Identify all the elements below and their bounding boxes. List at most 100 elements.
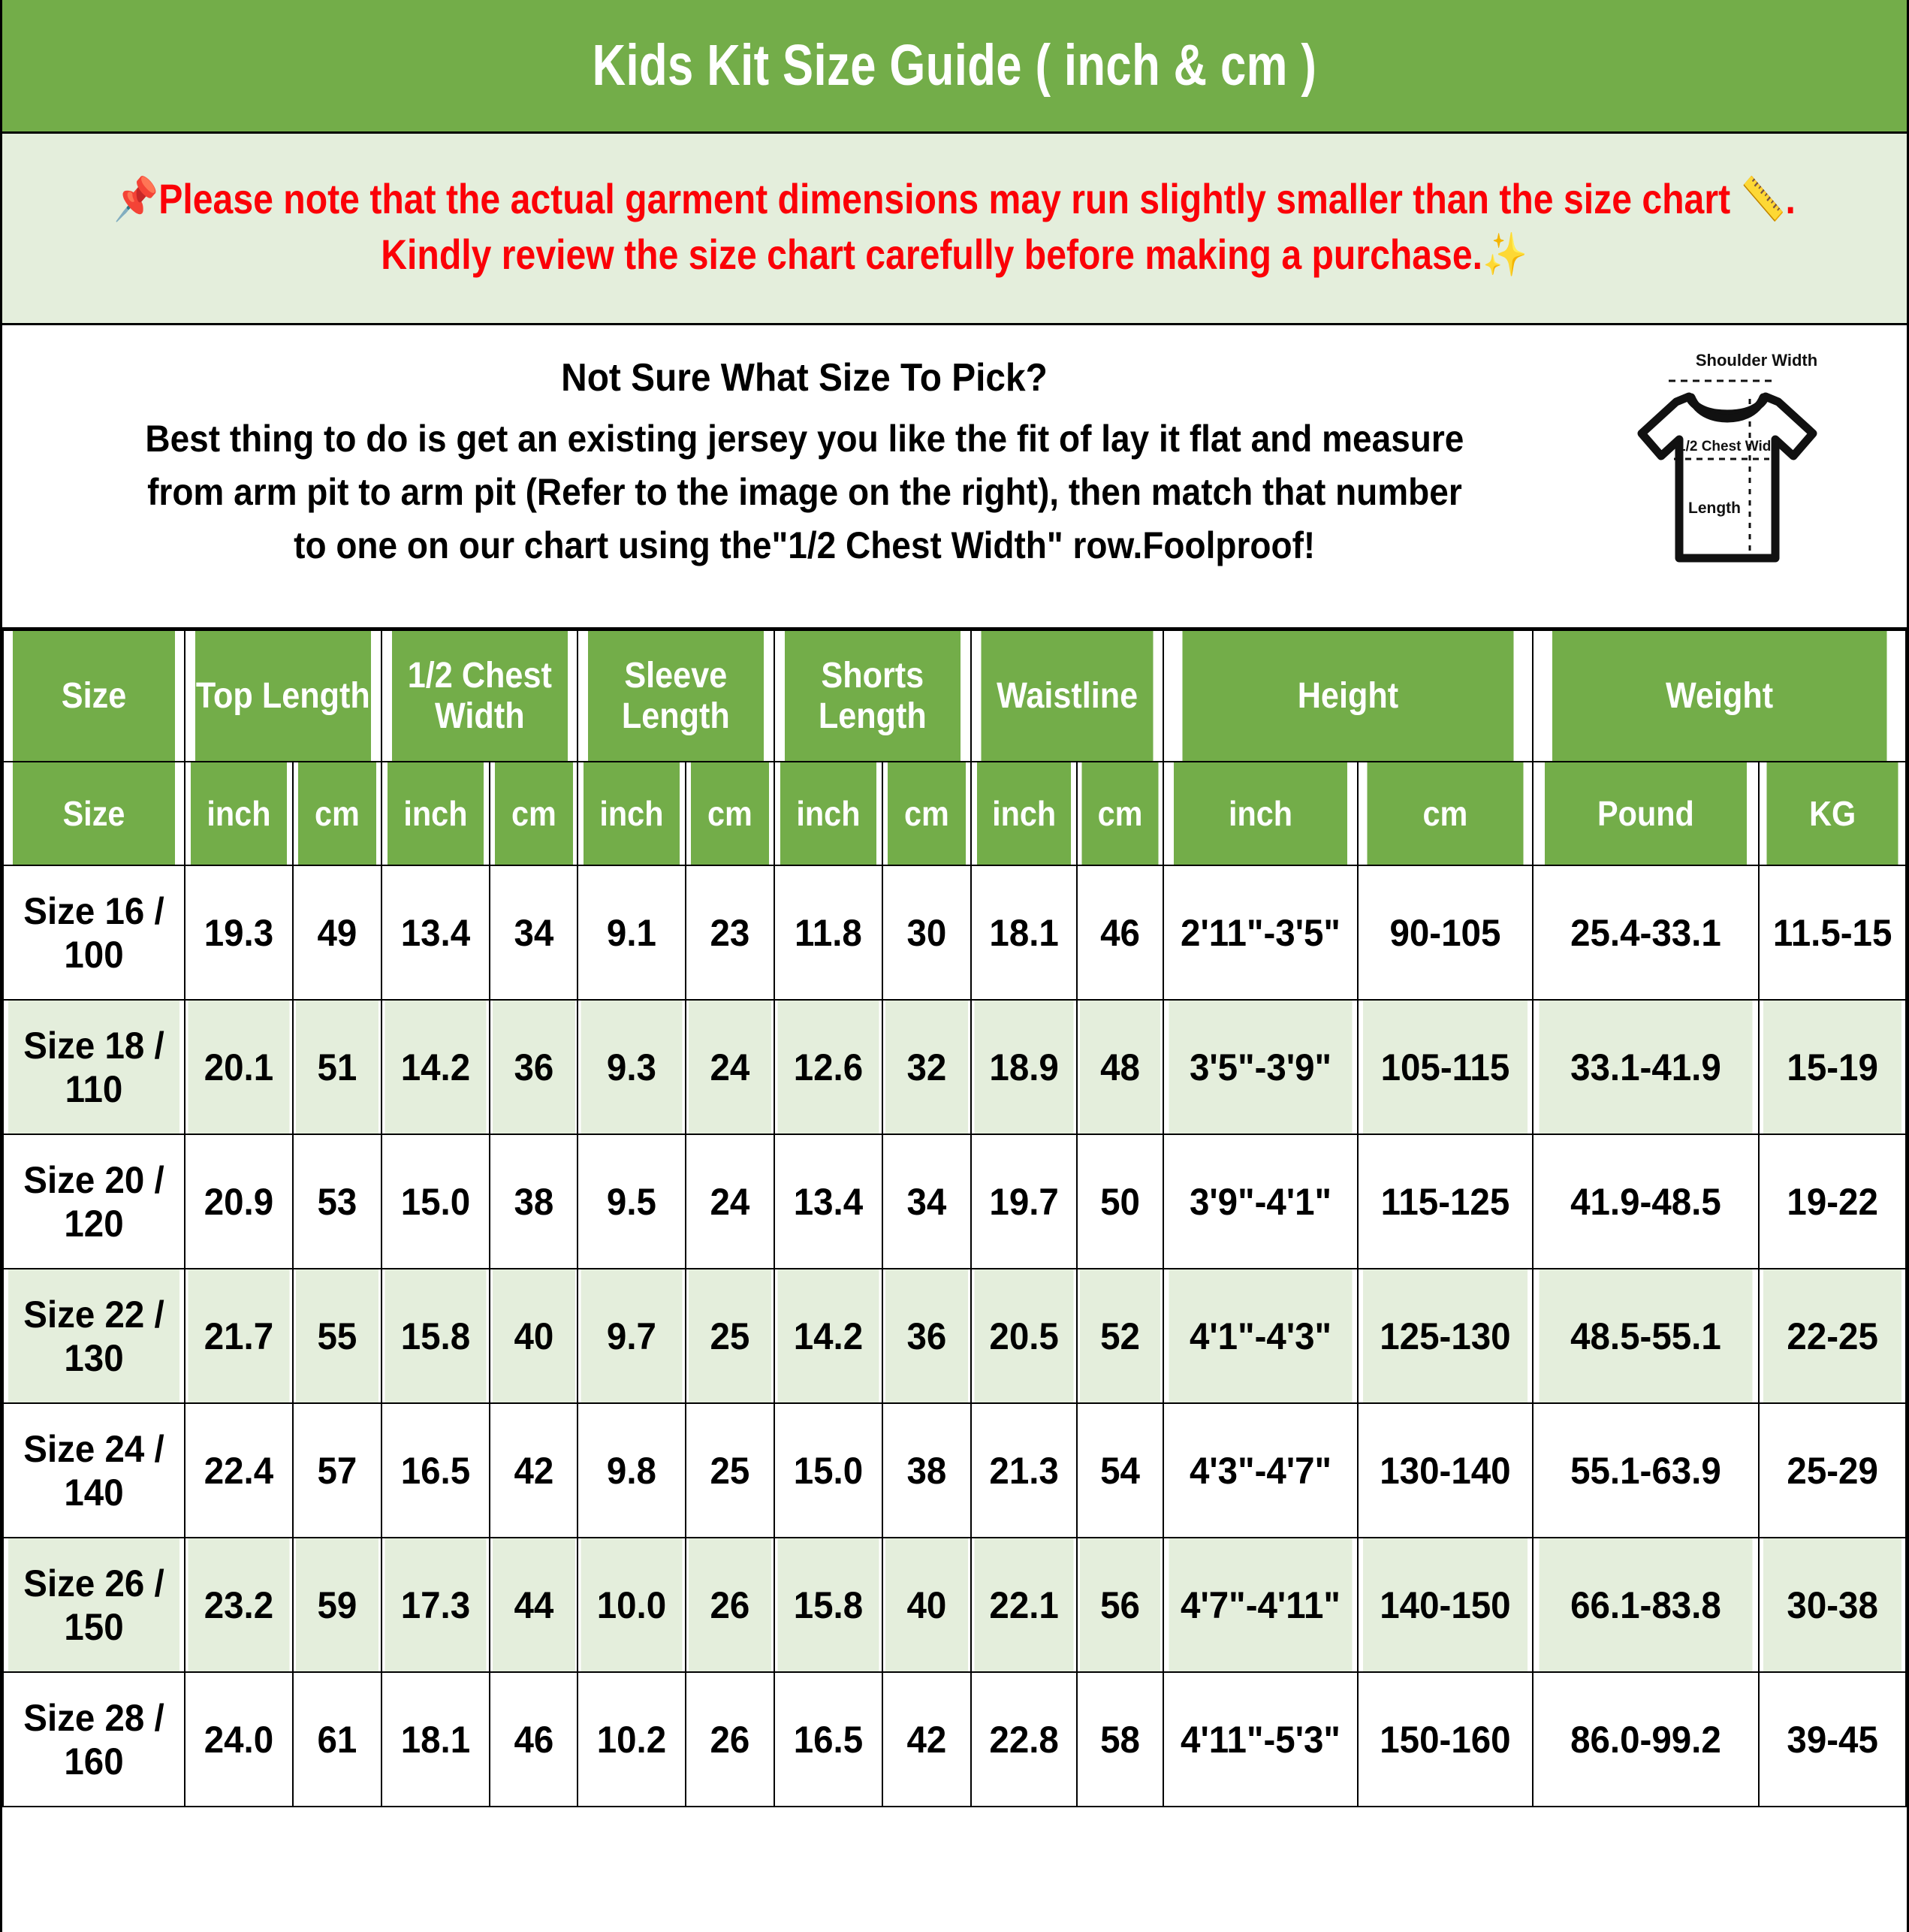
- cell-shorts-inch: 15.8: [776, 1537, 881, 1673]
- cell-waist-cm: 52: [1078, 1268, 1163, 1404]
- cell-height-cm: 105-115: [1361, 999, 1529, 1135]
- cell-chest-inch: 15.0: [383, 1134, 487, 1269]
- unit-height-cm: cm: [1365, 761, 1525, 866]
- cell-weight-kg: 11.5-15: [1761, 865, 1904, 1001]
- cell-weight-pound: 86.0-99.2: [1537, 1671, 1754, 1807]
- cell-chest-cm: 36: [490, 999, 577, 1135]
- cell-top-length-cm: 59: [294, 1537, 380, 1673]
- tshirt-icon: Shoulder Width 1/2 Chest Width Length: [1637, 351, 1817, 563]
- cell-weight-kg: 19-22: [1761, 1134, 1904, 1269]
- header-weight: Weight: [1550, 629, 1889, 762]
- cell-waist-inch: 18.9: [973, 999, 1075, 1135]
- table-row: Size 20 / 120 20.9 53 15.0 38 9.5 24 13.…: [3, 1134, 1906, 1269]
- cell-sleeve-inch: 9.7: [579, 1268, 684, 1404]
- cell-weight-pound: 41.9-48.5: [1537, 1134, 1754, 1269]
- cell-sleeve-inch: 9.1: [579, 865, 684, 1001]
- cell-sleeve-inch: 9.5: [579, 1134, 684, 1269]
- header-waistline: Waistline: [979, 629, 1155, 762]
- cell-top-length-cm: 57: [294, 1402, 380, 1538]
- cell-height-inch: 4'11"-5'3": [1167, 1671, 1354, 1807]
- cell-shorts-cm: 42: [883, 1671, 970, 1807]
- notice-banner: 📌Please note that the actual garment dim…: [2, 134, 1907, 325]
- cell-waist-inch: 19.7: [973, 1134, 1075, 1269]
- unit-sleeve-inch: inch: [582, 761, 681, 866]
- cell-height-inch: 3'5"-3'9": [1167, 999, 1354, 1135]
- cell-weight-kg: 15-19: [1761, 999, 1904, 1135]
- cell-sleeve-inch: 10.0: [579, 1537, 684, 1673]
- cell-height-cm: 130-140: [1361, 1402, 1529, 1538]
- cell-size: Size 28 / 160: [7, 1671, 181, 1807]
- unit-waist-inch: inch: [975, 761, 1072, 866]
- cell-chest-inch: 16.5: [383, 1402, 487, 1538]
- cell-chest-cm: 42: [490, 1402, 577, 1538]
- cell-top-length-inch: 21.7: [186, 1268, 291, 1404]
- instructions-line-1: Best thing to do is get an existing jers…: [144, 418, 1464, 460]
- cell-waist-inch: 18.1: [973, 865, 1075, 1001]
- cell-height-inch: 4'7"-4'11": [1167, 1537, 1354, 1673]
- unit-waist-cm: cm: [1080, 761, 1160, 866]
- table-row: Size 18 / 110 20.1 51 14.2 36 9.3 24 12.…: [3, 999, 1906, 1135]
- cell-sleeve-inch: 9.3: [579, 999, 684, 1135]
- size-table-wrapper: Size Top Length 1/2 Chest Width Sleeve L…: [2, 629, 1907, 1932]
- cell-height-cm: 115-125: [1361, 1134, 1529, 1269]
- cell-height-inch: 4'1"-4'3": [1167, 1268, 1354, 1404]
- header-size: Size: [11, 629, 176, 762]
- cell-shorts-inch: 14.2: [776, 1268, 881, 1404]
- length-label: Length: [1688, 500, 1741, 517]
- unit-shorts-cm: cm: [885, 761, 967, 866]
- cell-sleeve-inch: 10.2: [579, 1671, 684, 1807]
- cell-top-length-cm: 55: [294, 1268, 380, 1404]
- table-unit-header-row: Size inch cm inch cm inch cm inch cm inc…: [3, 761, 1906, 866]
- instructions-line-2: from arm pit to arm pit (Refer to the im…: [146, 471, 1462, 513]
- cell-top-length-inch: 20.9: [186, 1134, 291, 1269]
- cell-chest-inch: 14.2: [383, 999, 487, 1135]
- cell-shorts-cm: 40: [883, 1537, 970, 1673]
- cell-top-length-cm: 51: [294, 999, 380, 1135]
- cell-weight-pound: 33.1-41.9: [1537, 999, 1754, 1135]
- cell-sleeve-inch: 9.8: [579, 1402, 684, 1538]
- cell-waist-cm: 54: [1078, 1402, 1163, 1538]
- cell-waist-inch: 22.8: [973, 1671, 1075, 1807]
- cell-top-length-inch: 22.4: [186, 1402, 291, 1538]
- cell-weight-pound: 48.5-55.1: [1537, 1268, 1754, 1404]
- header-height: Height: [1181, 629, 1515, 762]
- cell-chest-cm: 34: [490, 865, 577, 1001]
- cell-shorts-cm: 30: [883, 865, 970, 1001]
- cell-size: Size 16 / 100: [7, 865, 181, 1001]
- cell-weight-kg: 25-29: [1761, 1402, 1904, 1538]
- header-half-chest-width: 1/2 Chest Width: [390, 629, 569, 762]
- cell-shorts-inch: 15.0: [776, 1402, 881, 1538]
- cell-height-inch: 4'3"-4'7": [1167, 1402, 1354, 1538]
- cell-shorts-cm: 36: [883, 1268, 970, 1404]
- cell-shorts-cm: 38: [883, 1402, 970, 1538]
- unit-top-length-cm: cm: [296, 761, 378, 866]
- cell-shorts-inch: 13.4: [776, 1134, 881, 1269]
- cell-sleeve-cm: 23: [687, 865, 773, 1001]
- cell-shorts-inch: 12.6: [776, 999, 881, 1135]
- cell-waist-cm: 46: [1078, 865, 1163, 1001]
- header-sleeve-length: Sleeve Length: [587, 629, 765, 762]
- cell-weight-kg: 22-25: [1761, 1268, 1904, 1404]
- unit-weight-pound: Pound: [1543, 761, 1748, 866]
- cell-weight-pound: 25.4-33.1: [1537, 865, 1754, 1001]
- instructions-line-3: to one on our chart using the"1/2 Chest …: [293, 524, 1316, 566]
- shoulder-width-label: Shoulder Width: [1696, 351, 1817, 370]
- cell-top-length-cm: 53: [294, 1134, 380, 1269]
- cell-chest-inch: 18.1: [383, 1671, 487, 1807]
- cell-shorts-inch: 11.8: [776, 865, 881, 1001]
- cell-size: Size 20 / 120: [7, 1134, 181, 1269]
- unit-height-inch: inch: [1172, 761, 1349, 866]
- tshirt-collar: [1687, 393, 1768, 423]
- table-group-header-row: Size Top Length 1/2 Chest Width Sleeve L…: [3, 629, 1906, 762]
- instructions-section: Not Sure What Size To Pick? Best thing t…: [2, 325, 1907, 629]
- title-bar: Kids Kit Size Guide ( inch & cm ): [2, 0, 1907, 134]
- unit-sleeve-cm: cm: [689, 761, 771, 866]
- cell-height-cm: 125-130: [1361, 1268, 1529, 1404]
- cell-size: Size 22 / 130: [7, 1268, 181, 1404]
- header-top-length: Top Length: [194, 629, 372, 762]
- unit-chest-cm: cm: [493, 761, 575, 866]
- cell-waist-inch: 21.3: [973, 1402, 1075, 1538]
- cell-chest-inch: 17.3: [383, 1537, 487, 1673]
- cell-waist-inch: 22.1: [973, 1537, 1075, 1673]
- cell-waist-cm: 50: [1078, 1134, 1163, 1269]
